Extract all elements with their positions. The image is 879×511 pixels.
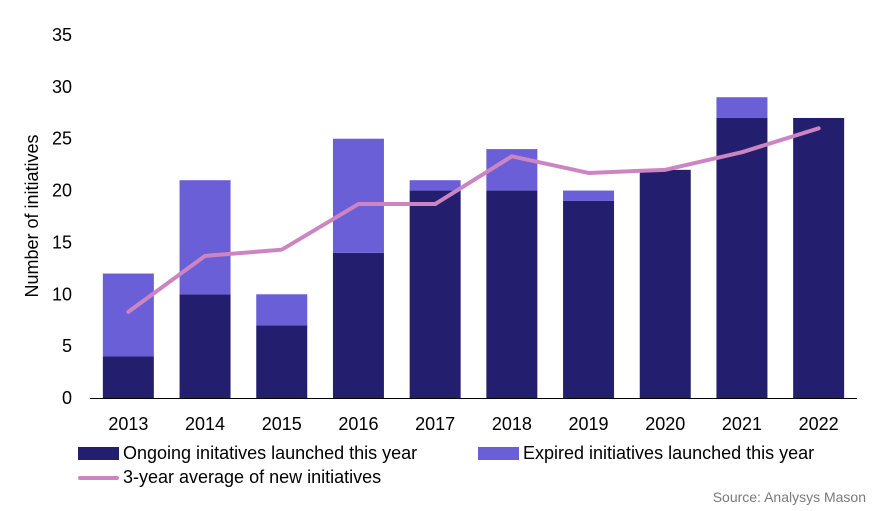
legend-item-average: 3-year average of new initiatives [78,467,381,488]
y-axis-ticks: 0 5 10 15 20 25 30 35 [52,25,72,408]
y-tick-label: 25 [52,129,72,149]
bar-ongoing [793,117,845,398]
y-axis-label: Number of initiatives [22,134,42,297]
legend-label-expired: Expired initiatives launched this year [523,443,815,463]
x-tick-label: 2020 [645,414,685,434]
bar-ongoing [486,190,538,398]
x-tick-label: 2017 [415,414,455,434]
legend-item-expired: Expired initiatives launched this year [478,443,814,464]
y-tick-label: 30 [52,77,72,97]
bar-ongoing [716,117,768,398]
bars [102,97,845,398]
legend-item-ongoing: Ongoing initatives launched this year [78,443,417,464]
bar-ongoing [639,169,691,398]
source-note: Source: Analysys Mason [712,489,866,505]
bar-expired [332,138,384,253]
bar-ongoing [102,356,154,398]
legend-swatch-average [78,475,119,480]
bar-ongoing [409,190,461,398]
average-line-group [126,126,821,314]
y-tick-label: 20 [52,181,72,201]
y-tick-label: 15 [52,232,72,252]
bar-expired [716,97,768,118]
legend-swatch-expired [478,447,519,460]
x-tick-label: 2018 [492,414,532,434]
y-tick-label: 5 [62,336,72,356]
x-tick-label: 2016 [338,414,378,434]
bar-expired [256,294,308,326]
bar-expired [409,180,461,191]
bar-ongoing [332,252,384,398]
y-tick-label: 35 [52,25,72,45]
y-tick-label: 0 [62,388,72,408]
x-tick-label: 2021 [722,414,762,434]
bar-ongoing [563,200,615,398]
bar-ongoing [256,325,308,398]
x-tick-label: 2014 [185,414,225,434]
bar-expired [563,190,615,201]
x-tick-label: 2022 [799,414,839,434]
legend-label-average: 3-year average of new initiatives [123,467,382,487]
bar-ongoing [179,294,231,398]
x-tick-label: 2015 [262,414,302,434]
bar-expired [102,273,154,357]
x-axis-ticks: 2013 2014 2015 2016 2017 2018 2019 2020 2021 2022 [108,414,838,434]
x-tick-label: 2019 [569,414,609,434]
legend-swatch-ongoing [78,447,119,460]
legend-label-ongoing: Ongoing initatives launched this year [123,443,418,463]
average-line [126,126,821,314]
bar-expired [179,180,231,295]
y-tick-label: 10 [52,284,72,304]
x-tick-label: 2013 [108,414,148,434]
